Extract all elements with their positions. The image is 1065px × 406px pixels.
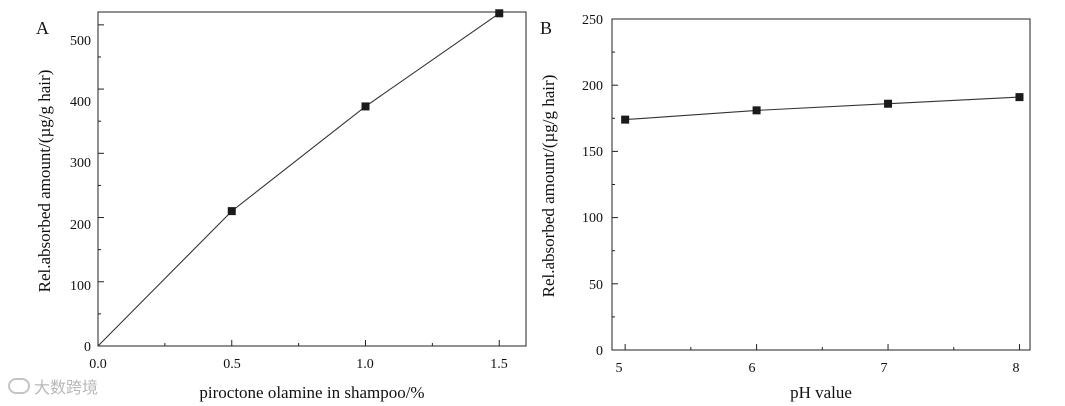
series-a: [97, 9, 504, 347]
plot-frame-a: [97, 11, 527, 347]
y-tick-label: 0: [84, 340, 91, 355]
series-line: [97, 12, 500, 347]
x-axis-title-b: pH value: [790, 383, 852, 402]
x-tick-label: 0.5: [223, 357, 241, 372]
plot-frame-b: [611, 18, 1031, 351]
y-tick-label: 50: [589, 278, 603, 293]
y-tick-label: 400: [70, 95, 91, 110]
y-tick-label: 250: [582, 13, 603, 28]
panel-label-b: B: [540, 18, 552, 38]
y-axis-title-b: Rel.absorbed amount/(µg/g hair): [539, 75, 558, 298]
series-b: [621, 93, 1024, 124]
y-tick-label: 100: [582, 211, 603, 226]
x-tick-label: 1.5: [490, 357, 508, 372]
y-tick-label: 200: [582, 79, 603, 94]
y-tick-label: 300: [70, 156, 91, 171]
chart-panel-a: A 0.0 0.5 1.0 1.5 0 100 200 300 400 500 …: [35, 9, 527, 402]
tick-labels-a: 0.0 0.5 1.0 1.5 0 100 200 300 400 500: [70, 34, 508, 372]
chart-panel-b: B 5 6 7 8 0 50 100 150 200 250 pH value …: [539, 13, 1031, 402]
x-tick-label: 6: [749, 361, 756, 376]
data-point: [361, 102, 370, 111]
ticks-b: [612, 18, 1020, 351]
watermark: 大数跨境: [8, 374, 98, 398]
y-tick-label: 200: [70, 218, 91, 233]
x-tick-label: 1.0: [356, 357, 374, 372]
watermark-text: 大数跨境: [34, 378, 99, 397]
panel-label-a: A: [36, 18, 49, 38]
y-tick-label: 150: [582, 145, 603, 160]
x-tick-label: 8: [1013, 361, 1020, 376]
tick-labels-b: 5 6 7 8 0 50 100 150 200 250: [582, 13, 1020, 376]
y-tick-label: 100: [70, 279, 91, 294]
data-point: [621, 115, 630, 124]
watermark-logo-icon: [8, 378, 30, 394]
data-point: [227, 207, 236, 216]
x-axis-title-a: piroctone olamine in shampoo/%: [199, 383, 424, 402]
y-axis-title-a: Rel.absorbed amount/(µg/g hair): [35, 70, 54, 293]
y-tick-label: 0: [596, 344, 603, 359]
data-point: [752, 106, 761, 115]
series-line: [625, 96, 1020, 121]
x-tick-label: 0.0: [89, 357, 107, 372]
data-point: [1015, 93, 1024, 102]
x-tick-label: 5: [616, 361, 623, 376]
x-tick-label: 7: [881, 361, 888, 376]
data-point: [884, 99, 893, 108]
data-point: [495, 9, 504, 18]
y-tick-label: 500: [70, 34, 91, 49]
ticks-a: [97, 24, 500, 347]
